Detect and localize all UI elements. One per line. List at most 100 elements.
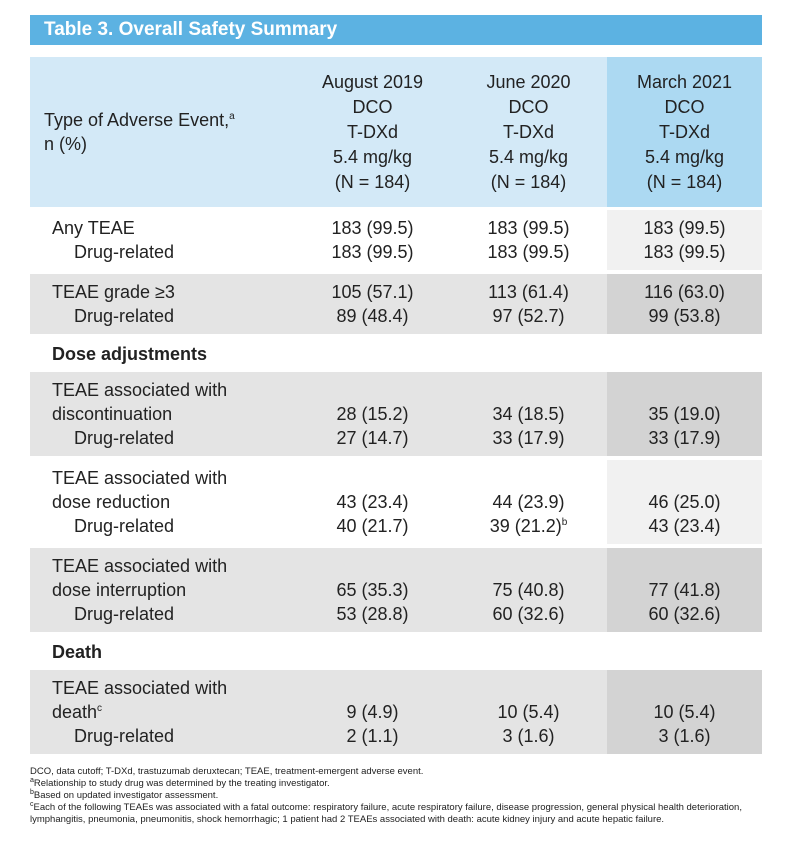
cell-value: 28 (15.2) xyxy=(295,402,450,426)
row-label-text: Drug-related xyxy=(74,242,175,262)
header-label-text: n (%) xyxy=(44,134,88,154)
cell-value: 60 (32.6) xyxy=(607,602,762,626)
footnote-text: Each of the following TEAEs was associat… xyxy=(30,802,742,825)
column-header: (N = 184) xyxy=(646,172,723,192)
footnote-mark: b xyxy=(561,517,568,528)
cell-text: 113 (61.4) xyxy=(488,282,569,302)
column-header: (N = 184) xyxy=(490,172,567,192)
cell-text: 183 (99.5) xyxy=(331,242,414,262)
row-label: Any TEAE xyxy=(52,216,135,240)
cell-value: 65 (35.3) xyxy=(295,578,450,602)
cell-text: 40 (21.7) xyxy=(336,516,409,536)
footnote-mark: b xyxy=(30,789,34,796)
row-bg-last xyxy=(607,670,762,754)
cell-text: 97 (52.7) xyxy=(492,306,565,326)
cell-value: 183 (99.5) xyxy=(607,216,762,240)
row-label: Drug-related xyxy=(74,240,174,264)
cell-value: 27 (14.7) xyxy=(295,426,450,450)
row-label: TEAE grade ≥3 xyxy=(52,280,175,304)
cell-text: 9 (4.9) xyxy=(346,702,399,722)
footnote-text: Relationship to study drug was determine… xyxy=(33,778,330,789)
cell-value: 116 (63.0) xyxy=(607,280,762,304)
column-header: March 2021 xyxy=(636,72,733,92)
cell-value: 2 (1.1) xyxy=(295,724,450,748)
row-label-text: TEAE associated with xyxy=(52,380,228,400)
row-bg xyxy=(30,548,607,632)
cell-value: 113 (61.4) xyxy=(450,280,607,304)
header-label-line: n (%) xyxy=(44,132,235,156)
cell-text: 183 (99.5) xyxy=(643,218,726,238)
row-label: Drug-related xyxy=(74,426,174,450)
section-heading: Death xyxy=(52,642,103,662)
header-bg-last xyxy=(607,57,762,207)
cell-text: 44 (23.9) xyxy=(492,492,565,512)
cell-value: 46 (25.0) xyxy=(607,490,762,514)
cell-value: 99 (53.8) xyxy=(607,304,762,328)
cell-value: 10 (5.4) xyxy=(450,700,607,724)
cell-value: 183 (99.5) xyxy=(450,216,607,240)
cell-text: 43 (23.4) xyxy=(648,516,721,536)
row-label-text: TEAE associated with xyxy=(52,556,228,576)
cell-value: 97 (52.7) xyxy=(450,304,607,328)
cell-text: 116 (63.0) xyxy=(644,282,725,302)
row-label-text: Drug-related xyxy=(74,428,175,448)
row-label-text: Drug-related xyxy=(74,726,175,746)
cell-value: 53 (28.8) xyxy=(295,602,450,626)
row-bg xyxy=(30,670,607,754)
header-bg xyxy=(30,57,607,207)
cell-value: 183 (99.5) xyxy=(450,240,607,264)
cell-value: 33 (17.9) xyxy=(450,426,607,450)
title-bar: Table 3. Overall Safety Summary xyxy=(30,15,762,45)
cell-value: 60 (32.6) xyxy=(450,602,607,626)
cell-text: 77 (41.8) xyxy=(648,580,721,600)
footnote-mark: a xyxy=(30,777,34,784)
row-bg xyxy=(30,274,607,334)
row-label-text: Drug-related xyxy=(74,306,175,326)
row-label: TEAE associated with xyxy=(52,466,227,490)
cell-text: 99 (53.8) xyxy=(648,306,721,326)
row-label-text: TEAE associated with xyxy=(52,468,228,488)
row-label: Drug-related xyxy=(74,724,174,748)
cell-value: 89 (48.4) xyxy=(295,304,450,328)
footnote-text: DCO, data cutoff; T-DXd, trastuzumab der… xyxy=(30,766,424,777)
row-label-text: Drug-related xyxy=(74,516,175,536)
footnote: cEach of the following TEAEs was associa… xyxy=(30,801,765,826)
cell-text: 3 (1.6) xyxy=(502,726,555,746)
cell-text: 28 (15.2) xyxy=(336,404,409,424)
column-header: T-DXd xyxy=(502,122,554,142)
cell-value: 3 (1.6) xyxy=(607,724,762,748)
row-label-text: dose reduction xyxy=(52,492,171,512)
footnote: aRelationship to study drug was determin… xyxy=(30,777,765,790)
section-heading: Dose adjustments xyxy=(52,344,208,364)
row-label-text: Any TEAE xyxy=(52,218,135,238)
row-label: dose reduction xyxy=(52,490,170,514)
cell-value: 183 (99.5) xyxy=(295,216,450,240)
cell-value: 9 (4.9) xyxy=(295,700,450,724)
cell-text: 183 (99.5) xyxy=(331,218,414,238)
cell-text: 2 (1.1) xyxy=(346,726,399,746)
cell-text: 183 (99.5) xyxy=(487,242,570,262)
row-bg xyxy=(30,210,607,270)
row-bg-last xyxy=(607,460,762,544)
cell-text: 33 (17.9) xyxy=(648,428,721,448)
cell-text: 35 (19.0) xyxy=(648,404,721,424)
row-label-text: discontinuation xyxy=(52,404,173,424)
row-label: dose interruption xyxy=(52,578,186,602)
cell-value: 44 (23.9) xyxy=(450,490,607,514)
footnote-mark: c xyxy=(97,703,103,714)
cell-text: 10 (5.4) xyxy=(497,702,560,722)
cell-value: 40 (21.7) xyxy=(295,514,450,538)
column-header: DCO xyxy=(352,97,393,117)
cell-text: 89 (48.4) xyxy=(336,306,409,326)
column-header: DCO xyxy=(664,97,705,117)
column-header: 5.4 mg/kg xyxy=(488,147,569,167)
row-label: Drug-related xyxy=(74,514,174,538)
row-bg xyxy=(30,460,607,544)
cell-value: 75 (40.8) xyxy=(450,578,607,602)
row-label: deathc xyxy=(52,700,102,724)
column-header: DCO xyxy=(508,97,549,117)
row-label: Drug-related xyxy=(74,304,174,328)
cell-text: 10 (5.4) xyxy=(653,702,716,722)
row-label: TEAE associated with xyxy=(52,554,227,578)
